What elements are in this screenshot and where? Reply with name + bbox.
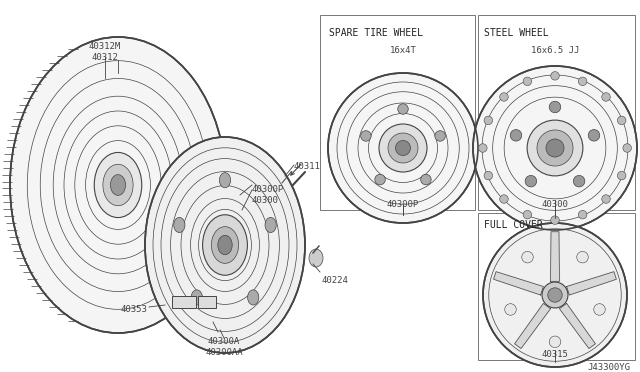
Ellipse shape bbox=[220, 173, 230, 188]
Bar bbox=[478, 15, 635, 210]
Circle shape bbox=[505, 304, 516, 315]
Circle shape bbox=[551, 71, 559, 80]
Circle shape bbox=[328, 73, 478, 223]
Circle shape bbox=[523, 77, 532, 86]
Circle shape bbox=[379, 124, 427, 172]
Bar bbox=[198, 296, 216, 308]
Circle shape bbox=[579, 77, 587, 86]
Circle shape bbox=[579, 211, 587, 219]
Ellipse shape bbox=[173, 217, 185, 232]
Circle shape bbox=[588, 129, 600, 141]
Polygon shape bbox=[515, 304, 550, 349]
Bar bbox=[172, 296, 196, 308]
Circle shape bbox=[484, 116, 493, 125]
Circle shape bbox=[388, 133, 418, 163]
Ellipse shape bbox=[10, 37, 226, 333]
Polygon shape bbox=[559, 304, 595, 349]
Circle shape bbox=[361, 131, 371, 141]
Circle shape bbox=[396, 141, 410, 155]
Polygon shape bbox=[493, 272, 543, 295]
Ellipse shape bbox=[218, 235, 232, 255]
Circle shape bbox=[602, 93, 611, 101]
Circle shape bbox=[527, 120, 583, 176]
Circle shape bbox=[594, 304, 605, 315]
Ellipse shape bbox=[103, 164, 133, 206]
Circle shape bbox=[435, 131, 445, 141]
Circle shape bbox=[473, 66, 637, 230]
Ellipse shape bbox=[191, 290, 202, 305]
Circle shape bbox=[525, 176, 537, 187]
Circle shape bbox=[484, 171, 493, 180]
Circle shape bbox=[537, 130, 573, 166]
Text: 40312: 40312 bbox=[92, 53, 118, 62]
Text: 16x4T: 16x4T bbox=[390, 46, 417, 55]
Ellipse shape bbox=[94, 153, 142, 218]
Polygon shape bbox=[566, 272, 616, 295]
Ellipse shape bbox=[309, 249, 323, 267]
Bar bbox=[320, 15, 475, 210]
Text: 40300A: 40300A bbox=[208, 337, 240, 346]
Circle shape bbox=[523, 211, 532, 219]
Ellipse shape bbox=[203, 215, 248, 275]
Text: J43300YG: J43300YG bbox=[587, 363, 630, 372]
Circle shape bbox=[500, 93, 508, 101]
Text: FULL COVER: FULL COVER bbox=[484, 220, 543, 230]
Circle shape bbox=[548, 288, 562, 302]
Circle shape bbox=[618, 116, 626, 125]
Ellipse shape bbox=[248, 290, 259, 305]
Text: SPARE TIRE WHEEL: SPARE TIRE WHEEL bbox=[329, 28, 423, 38]
Text: 40315: 40315 bbox=[541, 350, 568, 359]
Circle shape bbox=[602, 195, 611, 203]
Circle shape bbox=[522, 251, 533, 263]
Text: 40312M: 40312M bbox=[89, 42, 121, 51]
Text: 40300AA: 40300AA bbox=[205, 348, 243, 357]
Text: 40353: 40353 bbox=[120, 305, 147, 314]
Circle shape bbox=[420, 174, 431, 185]
Circle shape bbox=[549, 336, 561, 347]
Ellipse shape bbox=[211, 227, 239, 263]
Text: 40300: 40300 bbox=[252, 196, 279, 205]
Text: 40300P: 40300P bbox=[252, 185, 284, 194]
Circle shape bbox=[542, 282, 568, 308]
Polygon shape bbox=[550, 232, 559, 281]
Circle shape bbox=[483, 223, 627, 367]
Text: STEEL WHEEL: STEEL WHEEL bbox=[484, 28, 548, 38]
Circle shape bbox=[397, 104, 408, 114]
Text: 40311: 40311 bbox=[294, 162, 321, 171]
Bar bbox=[478, 213, 635, 360]
Text: 40224: 40224 bbox=[322, 276, 349, 285]
Circle shape bbox=[623, 144, 632, 152]
Circle shape bbox=[577, 251, 588, 263]
Circle shape bbox=[500, 195, 508, 203]
Ellipse shape bbox=[111, 174, 125, 195]
Ellipse shape bbox=[265, 217, 276, 232]
Text: 40300: 40300 bbox=[541, 200, 568, 209]
Circle shape bbox=[551, 216, 559, 224]
Circle shape bbox=[375, 174, 385, 185]
Text: 16x6.5 JJ: 16x6.5 JJ bbox=[531, 46, 579, 55]
Circle shape bbox=[479, 144, 487, 152]
Circle shape bbox=[618, 171, 626, 180]
Circle shape bbox=[573, 176, 585, 187]
Text: 40300P: 40300P bbox=[387, 200, 419, 209]
Circle shape bbox=[510, 129, 522, 141]
Circle shape bbox=[549, 101, 561, 113]
Circle shape bbox=[546, 139, 564, 157]
Ellipse shape bbox=[145, 137, 305, 353]
